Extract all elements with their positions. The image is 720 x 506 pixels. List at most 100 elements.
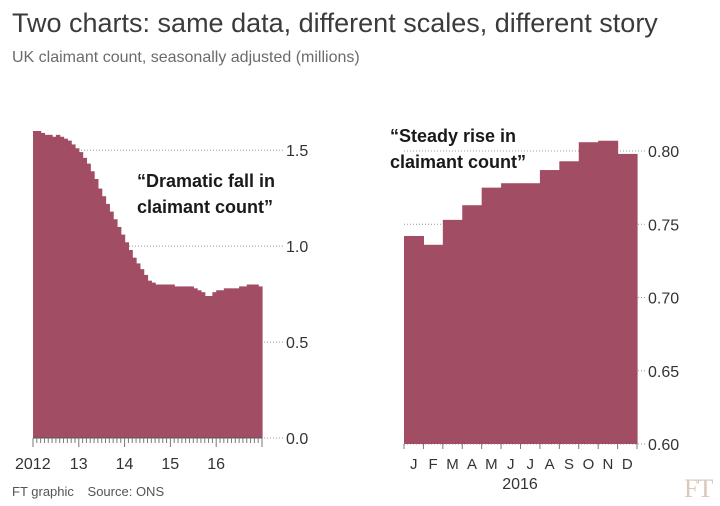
left-x-tick-label: 16 [207,456,225,473]
left-bar-2013-09 [109,211,114,438]
left-bar-2012-04 [44,134,49,438]
right-month-label: J [410,456,418,473]
right-y-tick-label: 0.70 [648,291,679,308]
left-bar-2014-06 [143,274,149,438]
left-x-tick-label: 15 [161,456,179,473]
left-bar-2013-12 [120,234,126,438]
left-x-tick-label: 2012 [15,456,51,473]
left-bar-2012-02 [36,131,42,438]
right-y-tick-label: 0.75 [648,217,679,234]
left-bar-2014-02 [128,249,133,438]
chart-title: Two charts: same data, different scales,… [12,8,658,38]
left-bar-2016-01 [216,290,221,438]
left-bar-2012-12 [74,148,80,439]
left-bar-2014-12 [166,284,171,438]
left-bar-2014-08 [151,282,156,438]
left-bar-2013-07 [101,196,107,438]
right-y-tick-label: 0.65 [648,364,679,381]
left-bar-2012-03 [40,132,46,438]
left-bar-2015-08 [197,290,202,438]
left-bar-2014-05 [139,269,145,438]
right-bar-9 [578,142,599,444]
right-bar-8 [559,161,580,444]
left-bar-2014-10 [158,284,164,438]
right-bar-7 [539,170,560,445]
left-x-tick-label: 14 [116,456,134,473]
right-month-label: M [446,456,459,473]
right-month-label: A [467,456,477,473]
footer-credit: FT graphic [12,484,74,499]
left-bar-2015-06 [189,286,194,438]
right-month-label: S [564,456,574,473]
left-bar-2016-04 [227,288,233,438]
left-bar-2013-10 [113,219,118,438]
left-bar-2015-09 [200,292,206,438]
left-bar-2013-05 [94,178,99,438]
right-month-label: O [583,456,595,473]
left-bar-2013-02 [82,157,88,439]
right-bar-0 [404,235,425,444]
right-month-label: J [526,456,534,473]
left-bar-2012-11 [71,144,76,438]
left-y-tick-label: 0.5 [286,335,308,352]
left-x-tick-label: 13 [70,456,88,473]
left-bar-2013-03 [86,163,91,438]
left-bar-2013-06 [97,188,103,438]
right-bar-6 [520,183,541,445]
right-y-tick-label: 0.80 [648,144,679,161]
right-y-tick-label: 0.60 [648,437,679,454]
right-month-label: N [602,456,613,473]
left-bar-2014-07 [147,280,152,438]
left-bar-2012-09 [63,138,68,439]
left-bar-2013-11 [116,226,122,438]
right-bar-1 [423,244,444,444]
right-bar-11 [617,153,638,444]
left-bar-2016-06 [235,288,240,438]
left-y-tick-label: 1.5 [286,143,308,160]
right-bar-4 [481,187,502,444]
left-bar-2013-04 [90,171,95,438]
left-bar-2016-02 [220,290,225,438]
left-bar-2014-09 [155,284,160,438]
right-chart: 0.600.650.700.750.80J F M A M J J A S O N D2016“Ste… [390,126,679,493]
left-bar-2015-07 [193,288,198,438]
right-month-label: D [622,456,633,473]
left-bar-2012-01 [33,131,38,438]
left-chart: 0.0 0.5 1.0 1.5 2012 13 14 15 16 “Dramatic fall i… [15,131,308,473]
left-y-tick-label: 1.0 [286,239,308,256]
left-bar-2015-02 [174,286,179,438]
left-bar-2012-06 [52,136,57,438]
left-bar-2015-10 [204,296,210,438]
left-bar-2014-04 [136,263,141,438]
left-bar-2016-12 [258,286,263,438]
left-bar-2016-05 [231,288,236,438]
left-bar-2014-03 [132,257,137,438]
left-bar-2016-10 [250,284,255,438]
left-bar-2012-08 [59,136,65,438]
left-bar-2015-11 [208,296,213,438]
left-bar-2014-11 [162,284,168,438]
right-month-label: M [485,456,498,473]
left-bar-2013-08 [105,203,110,438]
left-annotation-line: claimant count” [137,197,273,217]
left-bar-2012-07 [55,134,61,438]
chart-subtitle: UK claimant count, seasonally adjusted (… [12,49,360,66]
left-bar-2015-01 [170,284,175,438]
right-bar-2 [442,219,463,444]
ft-logo: FT [684,474,713,503]
left-bar-2016-09 [246,284,252,438]
left-bar-2015-12 [212,292,217,438]
left-bar-2013-01 [78,152,84,438]
right-month-label: A [545,456,555,473]
right-bar-3 [462,205,483,444]
left-bar-2016-11 [254,284,259,438]
left-bar-2016-07 [239,286,244,438]
right-bar-10 [598,140,619,444]
left-bar-2015-03 [178,286,183,438]
right-month-label: J [507,456,515,473]
right-x-axis-label: 2016 [502,476,538,493]
left-bar-2014-01 [124,242,130,438]
left-y-tick-label: 0.0 [286,431,308,448]
footer-source: Source: ONS [87,484,165,499]
